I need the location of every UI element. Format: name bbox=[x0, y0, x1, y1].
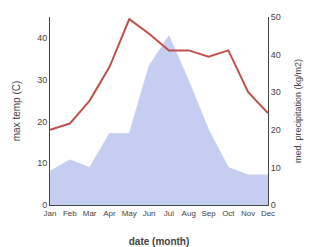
svg-text:Dec: Dec bbox=[261, 209, 275, 218]
svg-text:Oct: Oct bbox=[222, 209, 235, 218]
svg-text:20: 20 bbox=[37, 117, 47, 127]
svg-text:Jan: Jan bbox=[44, 209, 57, 218]
svg-text:med. precipitation (kg/m2): med. precipitation (kg/m2) bbox=[293, 59, 303, 163]
svg-text:20: 20 bbox=[271, 125, 281, 135]
svg-text:Nov: Nov bbox=[241, 209, 255, 218]
svg-text:40: 40 bbox=[37, 33, 47, 43]
svg-text:Jun: Jun bbox=[143, 209, 156, 218]
svg-text:10: 10 bbox=[37, 158, 47, 168]
svg-text:max temp (C): max temp (C) bbox=[11, 81, 22, 142]
svg-text:Aug: Aug bbox=[182, 209, 196, 218]
svg-text:May: May bbox=[122, 209, 137, 218]
svg-text:30: 30 bbox=[271, 87, 281, 97]
svg-text:10: 10 bbox=[271, 163, 281, 173]
svg-text:Mar: Mar bbox=[83, 209, 97, 218]
svg-text:30: 30 bbox=[37, 75, 47, 85]
svg-text:date (month): date (month) bbox=[129, 236, 190, 247]
svg-text:Feb: Feb bbox=[63, 209, 77, 218]
svg-text:0: 0 bbox=[42, 200, 47, 210]
svg-text:0: 0 bbox=[271, 200, 276, 210]
svg-text:50: 50 bbox=[271, 12, 281, 22]
svg-text:40: 40 bbox=[271, 50, 281, 60]
svg-text:Jul: Jul bbox=[164, 209, 174, 218]
svg-text:Sep: Sep bbox=[201, 209, 216, 218]
svg-text:Apr: Apr bbox=[103, 209, 116, 218]
